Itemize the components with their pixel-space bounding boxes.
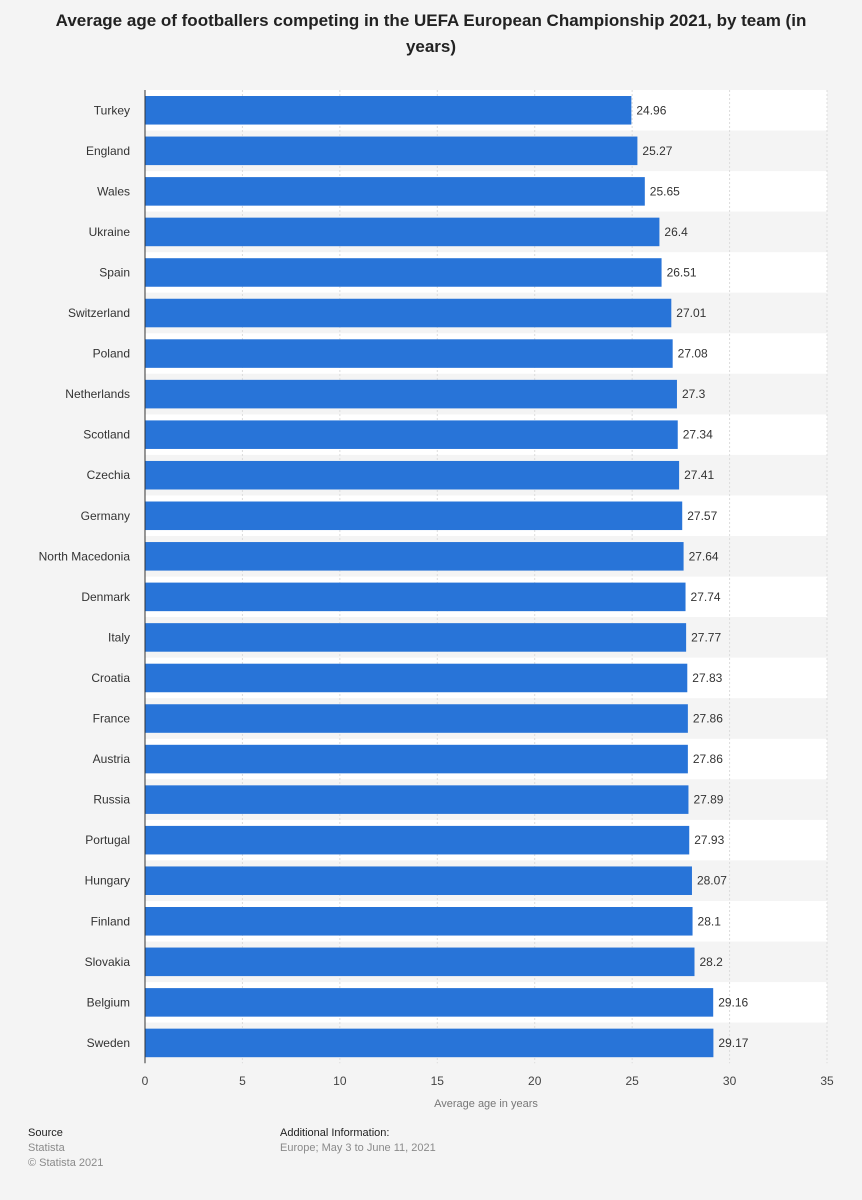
bar <box>145 217 660 247</box>
bar-chart: Turkey 24.96 England 25.27 Wales 25.65 Ukraine… <box>39 90 834 1110</box>
bar <box>145 379 677 409</box>
bar <box>145 947 695 977</box>
bar <box>145 1028 714 1058</box>
category-label: Poland <box>93 347 130 361</box>
value-label: 27.93 <box>694 833 724 847</box>
category-label: Austria <box>93 752 131 766</box>
bar <box>145 825 690 855</box>
x-tick-label: 35 <box>820 1074 834 1088</box>
bar <box>145 866 692 895</box>
value-label: 27.34 <box>683 428 713 442</box>
x-tick-label: 0 <box>142 1074 149 1088</box>
value-label: 24.96 <box>636 103 666 117</box>
x-tick-label: 30 <box>723 1074 737 1088</box>
bar <box>145 339 673 368</box>
category-label: North Macedonia <box>39 549 131 563</box>
category-label: Italy <box>108 630 130 644</box>
value-label: 28.07 <box>697 874 727 888</box>
bar <box>145 460 680 490</box>
info-heading: Additional Information: <box>280 1127 390 1139</box>
copyright: © Statista 2021 <box>28 1157 104 1169</box>
x-tick-label: 25 <box>625 1074 639 1088</box>
category-label: Netherlands <box>65 387 130 401</box>
bar <box>145 501 683 531</box>
category-label: Turkey <box>94 103 130 117</box>
bar <box>145 298 672 328</box>
value-label: 27.74 <box>691 590 721 604</box>
value-label: 27.3 <box>682 387 706 401</box>
source-heading: Source <box>28 1127 63 1139</box>
bar <box>145 988 714 1017</box>
category-label: Belgium <box>87 995 130 1009</box>
bar <box>145 136 638 166</box>
category-label: Czechia <box>87 468 131 482</box>
value-label: 27.86 <box>693 712 723 726</box>
bar <box>145 258 662 287</box>
value-label: 27.86 <box>693 752 723 766</box>
category-label: Russia <box>93 793 130 807</box>
x-tick-label: 20 <box>528 1074 542 1088</box>
category-label: Hungary <box>85 874 130 888</box>
category-label: Croatia <box>91 671 130 685</box>
value-label: 26.4 <box>664 225 688 239</box>
value-label: 25.27 <box>642 144 672 158</box>
x-tick-label: 15 <box>431 1074 445 1088</box>
category-label: Scotland <box>83 428 130 442</box>
bar <box>145 744 688 774</box>
category-label: Denmark <box>81 590 131 604</box>
bar <box>145 704 688 733</box>
info-text: Europe; May 3 to June 11, 2021 <box>280 1142 436 1154</box>
category-label: Sweden <box>87 1036 130 1050</box>
bar <box>145 907 693 936</box>
x-tick-label: 5 <box>239 1074 246 1088</box>
value-label: 25.65 <box>650 184 680 198</box>
value-label: 26.51 <box>667 265 697 279</box>
x-axis-title: Average age in years <box>434 1098 538 1110</box>
category-label: Wales <box>97 184 130 198</box>
value-label: 29.17 <box>718 1036 748 1050</box>
bar <box>145 96 632 125</box>
value-label: 27.83 <box>692 671 722 685</box>
additional-info-block: Additional Information: Europe; May 3 to… <box>280 1126 436 1156</box>
source-block: Source Statista © Statista 2021 <box>28 1126 103 1171</box>
category-label: France <box>93 712 131 726</box>
bar <box>145 177 645 206</box>
value-label: 27.77 <box>691 630 721 644</box>
bar <box>145 582 686 612</box>
x-tick-label: 10 <box>333 1074 347 1088</box>
value-label: 29.16 <box>718 995 748 1009</box>
value-label: 27.89 <box>693 793 723 807</box>
bar <box>145 623 687 652</box>
category-label: Germany <box>81 509 130 523</box>
category-label: Slovakia <box>85 955 131 969</box>
value-label: 27.08 <box>678 347 708 361</box>
category-label: Switzerland <box>68 306 130 320</box>
bar <box>145 420 678 449</box>
source-name: Statista <box>28 1142 65 1154</box>
category-label: Ukraine <box>89 225 131 239</box>
value-label: 27.57 <box>687 509 717 523</box>
value-label: 27.41 <box>684 468 714 482</box>
category-label: Finland <box>91 914 130 928</box>
bar <box>145 542 684 571</box>
value-label: 28.2 <box>699 955 723 969</box>
value-label: 27.01 <box>676 306 706 320</box>
category-label: Portugal <box>85 833 130 847</box>
bar <box>145 785 689 814</box>
value-label: 27.64 <box>689 549 719 563</box>
category-label: England <box>86 144 130 158</box>
value-label: 28.1 <box>698 914 722 928</box>
chart-title: Average age of footballers competing in … <box>55 11 807 56</box>
bar <box>145 663 688 693</box>
category-label: Spain <box>99 265 130 279</box>
